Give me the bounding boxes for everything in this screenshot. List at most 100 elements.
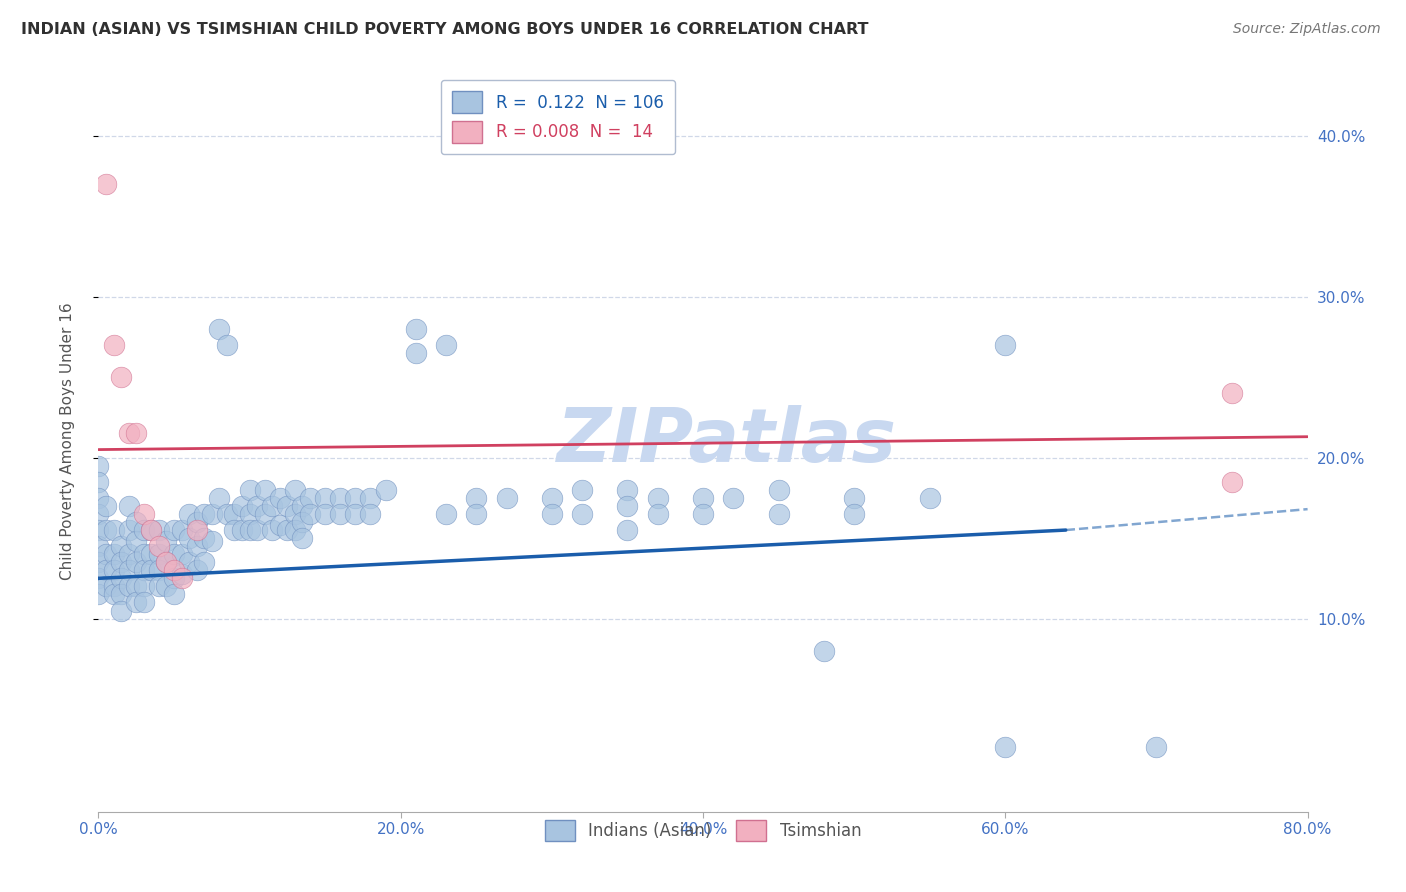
Point (103, 579, 125, 593)
Point (141, 523, 163, 537)
Point (360, 507, 382, 521)
Point (141, 547, 163, 561)
Point (103, 563, 125, 577)
Point (329, 507, 352, 521)
Point (540, 491, 562, 505)
Point (224, 523, 246, 537)
Point (186, 539, 208, 553)
Point (103, 587, 125, 601)
Point (125, 515, 148, 529)
Point (103, 338, 125, 352)
Point (110, 370, 132, 384)
Point (844, 507, 866, 521)
Point (405, 322, 427, 336)
Point (110, 603, 132, 617)
Point (118, 523, 141, 537)
Point (125, 555, 148, 569)
Point (87, 587, 110, 601)
Point (179, 555, 201, 569)
Point (692, 507, 714, 521)
Point (170, 571, 193, 585)
Point (141, 523, 163, 537)
Point (94, 547, 117, 561)
Point (132, 547, 155, 561)
Point (1220, 475, 1243, 489)
Point (465, 507, 488, 521)
Point (616, 499, 638, 513)
Point (155, 579, 177, 593)
Point (284, 507, 307, 521)
Point (170, 547, 193, 561)
Point (495, 491, 517, 505)
Point (253, 483, 276, 497)
Point (163, 571, 186, 585)
Point (87, 491, 110, 505)
Point (193, 531, 215, 545)
Y-axis label: Child Poverty Among Boys Under 16: Child Poverty Among Boys Under 16 (60, 302, 75, 581)
Point (118, 579, 141, 593)
Point (132, 595, 155, 609)
Point (118, 547, 141, 561)
Point (239, 507, 262, 521)
Point (179, 507, 201, 521)
Point (148, 579, 170, 593)
Point (148, 563, 170, 577)
Point (125, 595, 148, 609)
Point (360, 491, 382, 505)
Point (239, 523, 262, 537)
Point (186, 523, 208, 537)
Point (155, 555, 177, 569)
Point (186, 563, 208, 577)
Point (276, 499, 298, 513)
Point (179, 531, 201, 545)
Point (163, 587, 186, 601)
Point (148, 523, 170, 537)
Point (94, 499, 117, 513)
Point (110, 587, 132, 601)
Point (1220, 386, 1243, 401)
Text: ZIPatlas: ZIPatlas (557, 405, 897, 478)
Point (374, 483, 396, 497)
Point (132, 563, 155, 577)
Point (994, 740, 1017, 755)
Point (201, 507, 224, 521)
Point (201, 534, 224, 549)
Point (291, 515, 314, 529)
Point (344, 491, 367, 505)
Text: Source: ZipAtlas.com: Source: ZipAtlas.com (1233, 22, 1381, 37)
Point (87, 507, 110, 521)
Point (224, 507, 246, 521)
Point (813, 644, 835, 658)
Point (118, 499, 141, 513)
Point (434, 507, 457, 521)
Point (284, 523, 307, 537)
Point (768, 507, 790, 521)
Point (103, 547, 125, 561)
Point (284, 483, 307, 497)
Point (94, 563, 117, 577)
Text: INDIAN (ASIAN) VS TSIMSHIAN CHILD POVERTY AMONG BOYS UNDER 16 CORRELATION CHART: INDIAN (ASIAN) VS TSIMSHIAN CHILD POVERT… (21, 22, 869, 37)
Point (94, 177, 117, 191)
Point (329, 491, 352, 505)
Point (103, 523, 125, 537)
Point (125, 426, 148, 441)
Point (87, 458, 110, 473)
Point (616, 483, 638, 497)
Point (253, 507, 276, 521)
Point (616, 523, 638, 537)
Point (87, 523, 110, 537)
Point (163, 547, 186, 561)
Point (132, 507, 155, 521)
Point (571, 507, 593, 521)
Point (110, 539, 132, 553)
Point (844, 491, 866, 505)
Point (647, 491, 669, 505)
Point (299, 507, 322, 521)
Point (269, 491, 291, 505)
Legend: Indians (Asian), Tsimshian: Indians (Asian), Tsimshian (538, 814, 868, 847)
Point (87, 571, 110, 585)
Point (193, 507, 215, 521)
Point (314, 491, 336, 505)
Point (231, 499, 253, 513)
Point (132, 523, 155, 537)
